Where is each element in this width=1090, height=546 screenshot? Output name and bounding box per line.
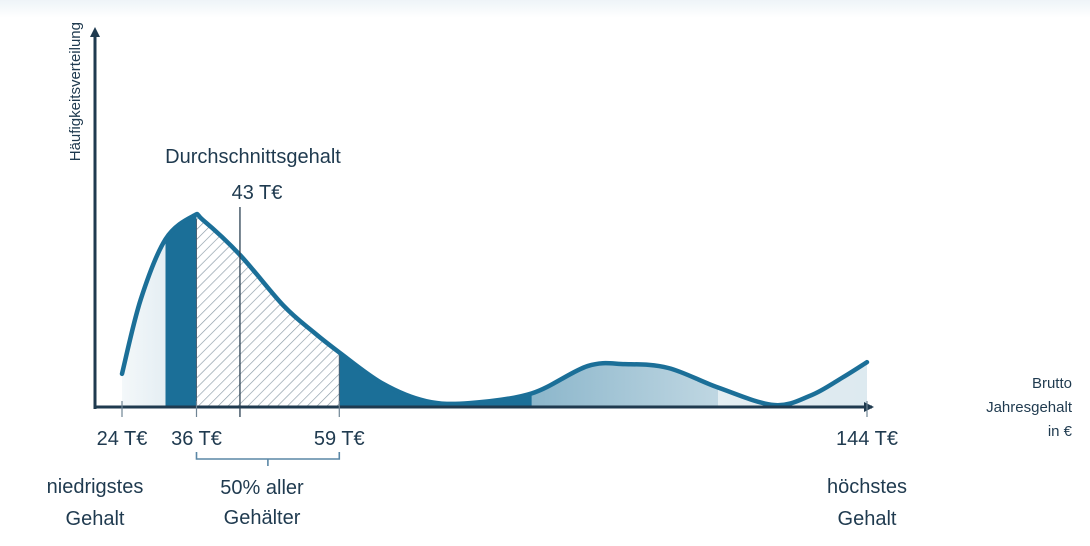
annotation-label-line: Gehalt: [66, 508, 125, 530]
x-axis-title: Brutto Jahresgehalt in €: [986, 375, 1073, 440]
distribution-curve: [119, 211, 870, 408]
range-bracket: 50% aller Gehälter: [195, 452, 341, 529]
x-tick-label: 144 T€: [836, 428, 898, 450]
x-axis-title-line: in €: [1048, 423, 1073, 440]
annotation-label-line: niedrigstes: [47, 476, 144, 498]
x-axis-title-line: Brutto: [1032, 375, 1072, 392]
curve-layer: [119, 211, 870, 408]
average-value-label: 43 T€: [232, 182, 283, 204]
annotation-label-line: höchstes: [827, 476, 907, 498]
x-axis-title-line: Jahresgehalt: [986, 399, 1073, 416]
fill-middle-hatched: [196, 213, 340, 407]
x-tick-label: 24 T€: [97, 428, 148, 450]
x-ticks: 24 T€ 36 T€ 59 T€ 144 T€: [97, 401, 898, 450]
x-tick-label: 36 T€: [171, 428, 222, 450]
top-band: [0, 0, 1090, 18]
bracket-line: [195, 452, 341, 466]
average-marker: Durchschnittsgehalt 43 T€: [165, 146, 341, 417]
average-title: Durchschnittsgehalt: [165, 146, 341, 168]
y-axis-arrow: [90, 27, 100, 37]
area-fills: [122, 213, 867, 407]
x-tick-label: 59 T€: [314, 428, 365, 450]
annotation-label-line: Gehalt: [838, 508, 897, 530]
x-axis-arrow: [864, 402, 874, 412]
annotations: niedrigstes Gehalt höchstes Gehalt: [47, 476, 907, 530]
bracket-label-line: Gehälter: [224, 507, 301, 529]
y-axis-title: Häufigkeitsverteilung: [67, 22, 84, 161]
bracket-label-line: 50% aller: [220, 477, 304, 499]
